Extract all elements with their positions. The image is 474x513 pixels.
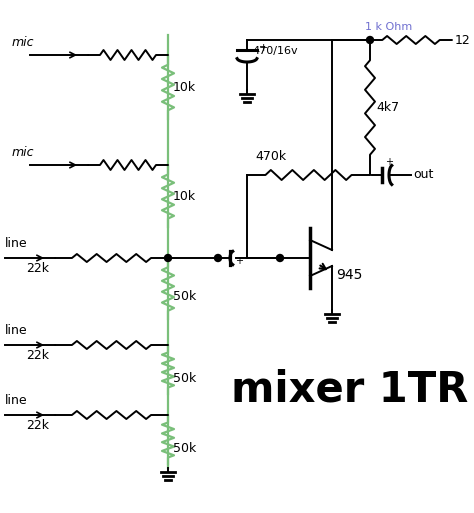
Text: mic: mic bbox=[12, 146, 35, 159]
Text: 470/16v: 470/16v bbox=[252, 46, 298, 56]
Circle shape bbox=[215, 254, 221, 262]
Text: 50k: 50k bbox=[173, 442, 196, 455]
Text: line: line bbox=[5, 324, 27, 337]
Text: 10k: 10k bbox=[173, 190, 196, 203]
Text: mixer 1TR: mixer 1TR bbox=[231, 369, 469, 411]
Text: mic: mic bbox=[12, 36, 35, 49]
Text: 1 k Ohm: 1 k Ohm bbox=[365, 22, 412, 32]
Text: 22k: 22k bbox=[27, 349, 49, 362]
Text: +: + bbox=[385, 157, 393, 167]
Text: 22k: 22k bbox=[27, 419, 49, 432]
Text: 22k: 22k bbox=[27, 262, 49, 275]
Circle shape bbox=[366, 36, 374, 44]
Text: line: line bbox=[5, 237, 27, 250]
Text: 4k7: 4k7 bbox=[376, 101, 399, 114]
Text: 50k: 50k bbox=[173, 371, 196, 385]
Text: 10k: 10k bbox=[173, 81, 196, 94]
Text: 50k: 50k bbox=[173, 290, 196, 304]
Circle shape bbox=[164, 254, 172, 262]
Text: +: + bbox=[259, 43, 268, 53]
Circle shape bbox=[276, 254, 283, 262]
Text: out: out bbox=[413, 168, 433, 182]
Text: 12: 12 bbox=[455, 33, 471, 47]
Text: +: + bbox=[235, 256, 243, 266]
Text: 945: 945 bbox=[336, 268, 363, 282]
Text: line: line bbox=[5, 394, 27, 407]
Text: 470k: 470k bbox=[255, 150, 286, 163]
